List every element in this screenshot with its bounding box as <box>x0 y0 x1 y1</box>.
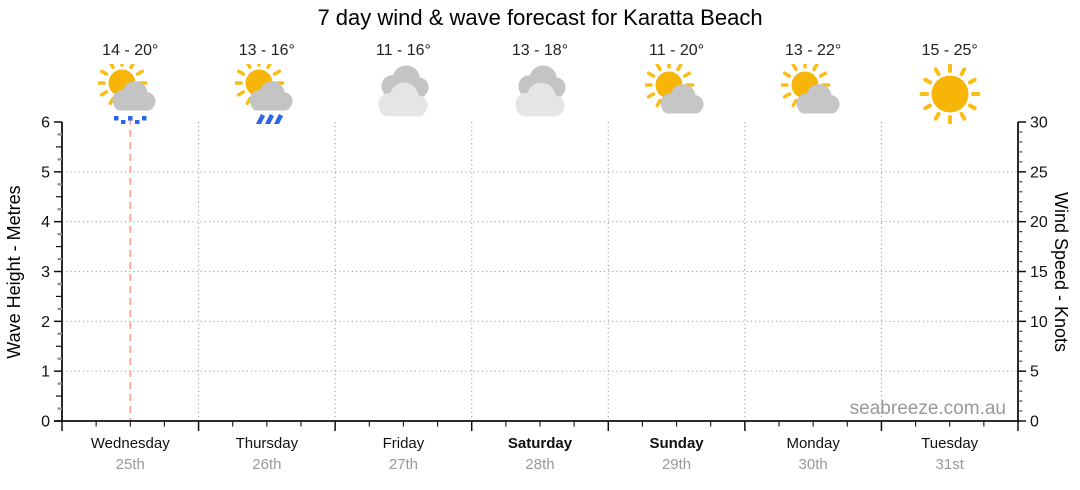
weather-icon <box>508 64 572 124</box>
right-tick-label: 30 <box>1030 115 1048 132</box>
right-tick-label: 25 <box>1030 164 1048 181</box>
sunny-icon <box>919 63 981 125</box>
day-date-label: 30th <box>798 456 828 473</box>
left-tick-label: 1 <box>41 364 50 381</box>
temperature-label: 13 - 22° <box>785 42 842 59</box>
watermark: seabreeze.com.au <box>850 398 1006 419</box>
sun-cloud-icon <box>643 59 704 114</box>
day-date-label: 29th <box>661 456 692 473</box>
day-name-label: Monday <box>786 435 840 452</box>
left-tick-label: 3 <box>41 264 50 281</box>
day-date-label: 28th <box>525 456 555 473</box>
left-tick-label: 0 <box>41 414 50 431</box>
cloudy-icon <box>515 65 566 117</box>
sun-cloud-icon <box>779 59 840 114</box>
left-tick-label: 2 <box>41 314 50 331</box>
day-name-label: Tuesday <box>921 435 979 452</box>
weather-icon <box>918 63 982 125</box>
chart-title: 7 day wind & wave forecast for Karatta B… <box>317 5 763 30</box>
weather-icon <box>779 59 845 124</box>
day-date-label: 31st <box>935 456 964 473</box>
cloudy-icon <box>378 65 429 117</box>
right-axis-title: Wind Speed - Knots <box>1051 191 1071 353</box>
temperature-label: 13 - 18° <box>511 42 569 59</box>
right-tick-label: 10 <box>1030 314 1048 331</box>
left-tick-label: 6 <box>41 115 50 132</box>
temperature-label: 11 - 20° <box>649 42 705 59</box>
left-tick-label: 4 <box>41 214 50 231</box>
sun-cloud-rain-icon <box>233 57 293 129</box>
temperature-label: 11 - 16° <box>375 42 431 59</box>
day-name-label: Sunday <box>649 435 704 452</box>
right-tick-label: 0 <box>1030 414 1039 431</box>
day-name-label: Wednesday <box>90 435 170 452</box>
day-name-label: Saturday <box>507 435 573 452</box>
day-date-label: 25th <box>115 456 145 473</box>
day-date-label: 27th <box>388 456 419 473</box>
weather-icon <box>371 64 435 124</box>
right-tick-label: 20 <box>1030 214 1048 231</box>
day-name-label: Friday <box>382 435 425 452</box>
temperature-label: 14 - 20° <box>102 42 159 59</box>
right-tick-label: 15 <box>1030 264 1048 281</box>
left-tick-label: 5 <box>41 164 50 181</box>
weather-icon <box>233 57 299 129</box>
day-name-label: Thursday <box>235 435 299 452</box>
day-date-label: 26th <box>252 456 282 473</box>
weather-icon <box>643 59 709 124</box>
left-axis-title: Wave Height - Metres <box>4 185 24 359</box>
sun-cloud-drizzle-icon <box>97 57 156 125</box>
temperature-label: 15 - 25° <box>921 42 978 59</box>
temperature-label: 13 - 16° <box>238 42 295 59</box>
weather-icon <box>97 57 162 125</box>
right-tick-label: 5 <box>1030 364 1039 381</box>
